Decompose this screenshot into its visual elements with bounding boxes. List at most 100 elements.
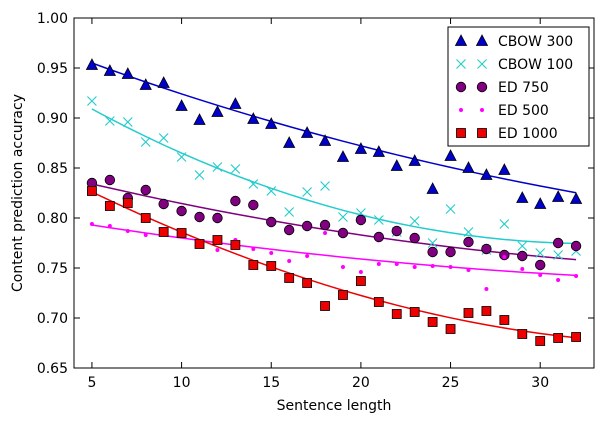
y-tick-label: 0.65 — [37, 361, 68, 377]
point-ed-750 — [427, 246, 438, 258]
legend-marker-ed-1000 — [477, 128, 487, 138]
legend-marker-cbow-300 — [475, 34, 489, 46]
x-tick-label: 25 — [442, 375, 460, 391]
point-cbow-300 — [318, 134, 332, 146]
point-ed-1000 — [284, 273, 295, 283]
point-ed-500 — [215, 248, 220, 252]
point-cbow-100 — [87, 96, 97, 106]
point-ed-1000 — [373, 297, 384, 307]
point-cbow-100 — [338, 212, 348, 222]
point-cbow-300 — [283, 136, 296, 148]
point-ed-1000 — [409, 307, 420, 317]
fit-line-cbow-300 — [91, 62, 577, 194]
x-axis-ticks: 5 10 15 20 25 30 — [87, 18, 549, 391]
point-cbow-300 — [480, 168, 493, 180]
point-cbow-300 — [516, 191, 529, 203]
point-ed-1000 — [355, 276, 366, 286]
point-cbow-300 — [247, 112, 260, 124]
point-cbow-100 — [248, 179, 259, 189]
x-tick-label: 10 — [173, 375, 191, 391]
point-ed-500 — [305, 254, 310, 258]
point-ed-500 — [394, 262, 399, 266]
point-ed-1000 — [176, 228, 187, 238]
point-ed-500 — [376, 262, 381, 266]
point-ed-750 — [535, 259, 546, 271]
point-ed-1000 — [266, 261, 277, 271]
point-ed-1000 — [230, 240, 241, 250]
point-cbow-100 — [158, 133, 169, 143]
point-ed-500 — [556, 278, 561, 282]
point-ed-1000 — [517, 329, 528, 339]
point-cbow-100 — [266, 186, 277, 196]
x-tick-label: 30 — [531, 375, 549, 391]
point-cbow-100 — [499, 219, 510, 229]
legend-marker-ed-500 — [459, 108, 463, 112]
point-cbow-100 — [122, 117, 133, 127]
legend-marker-ed-500 — [480, 108, 484, 112]
point-ed-750 — [176, 205, 187, 217]
point-ed-500 — [89, 222, 94, 226]
legend-marker-ed-1000 — [456, 128, 466, 138]
fit-line-ed-750 — [91, 183, 577, 261]
point-ed-750 — [337, 227, 349, 239]
point-cbow-100 — [284, 207, 295, 217]
point-ed-750 — [570, 240, 582, 252]
point-ed-500 — [448, 265, 453, 269]
point-cbow-300 — [551, 190, 565, 202]
point-ed-750 — [194, 211, 205, 223]
point-cbow-100 — [427, 238, 438, 248]
legend-marker-ed-750 — [455, 81, 467, 93]
point-cbow-300 — [121, 67, 134, 79]
point-ed-750 — [230, 195, 241, 207]
point-cbow-300 — [569, 192, 583, 204]
data-points — [85, 58, 583, 346]
point-cbow-300 — [390, 159, 403, 171]
x-axis-label: Sentence length — [277, 398, 392, 414]
y-axis-label: Content prediction accuracy — [10, 94, 26, 292]
point-ed-1000 — [122, 198, 133, 208]
point-ed-750 — [355, 214, 367, 226]
y-tick-label: 0.90 — [37, 111, 68, 127]
point-cbow-300 — [175, 99, 188, 111]
point-ed-500 — [430, 264, 435, 268]
point-cbow-100 — [445, 204, 456, 214]
point-ed-750 — [212, 212, 223, 224]
point-cbow-300 — [229, 97, 242, 109]
y-tick-label: 0.70 — [37, 311, 68, 327]
fit-line-ed-500 — [91, 224, 577, 277]
legend-marker-cbow-300 — [454, 34, 468, 46]
point-cbow-100 — [320, 181, 330, 191]
point-cbow-100 — [517, 241, 528, 251]
point-ed-500 — [520, 267, 525, 271]
legend-label-ed-500: ED 500 — [498, 103, 549, 119]
point-ed-500 — [538, 273, 543, 277]
point-cbow-300 — [157, 76, 170, 88]
point-ed-500 — [125, 229, 130, 233]
point-cbow-300 — [103, 64, 117, 76]
point-cbow-100 — [302, 187, 312, 197]
point-ed-750 — [301, 220, 313, 232]
point-ed-1000 — [212, 235, 223, 245]
point-cbow-300 — [211, 105, 224, 117]
y-tick-label: 0.80 — [37, 211, 68, 227]
x-tick-label: 5 — [87, 375, 96, 391]
point-ed-750 — [104, 174, 116, 186]
legend-label-cbow-100: CBOW 100 — [498, 57, 573, 73]
point-ed-500 — [574, 274, 579, 278]
point-ed-750 — [248, 199, 259, 211]
legend-marker-cbow-100 — [477, 59, 487, 69]
point-cbow-100 — [194, 170, 205, 180]
point-ed-1000 — [445, 324, 456, 334]
point-cbow-300 — [265, 117, 278, 129]
legend: CBOW 300 CBOW 100 ED 750 ED 500 ED 1000 — [447, 26, 590, 147]
point-ed-1000 — [571, 332, 581, 342]
point-cbow-300 — [354, 142, 368, 154]
point-ed-1000 — [302, 278, 313, 288]
point-ed-750 — [391, 225, 402, 237]
point-ed-500 — [340, 265, 345, 269]
point-ed-500 — [287, 259, 292, 263]
legend-label-cbow-300: CBOW 300 — [498, 34, 573, 50]
legend-marker-cbow-100 — [456, 59, 466, 69]
x-tick-label: 15 — [262, 375, 280, 391]
